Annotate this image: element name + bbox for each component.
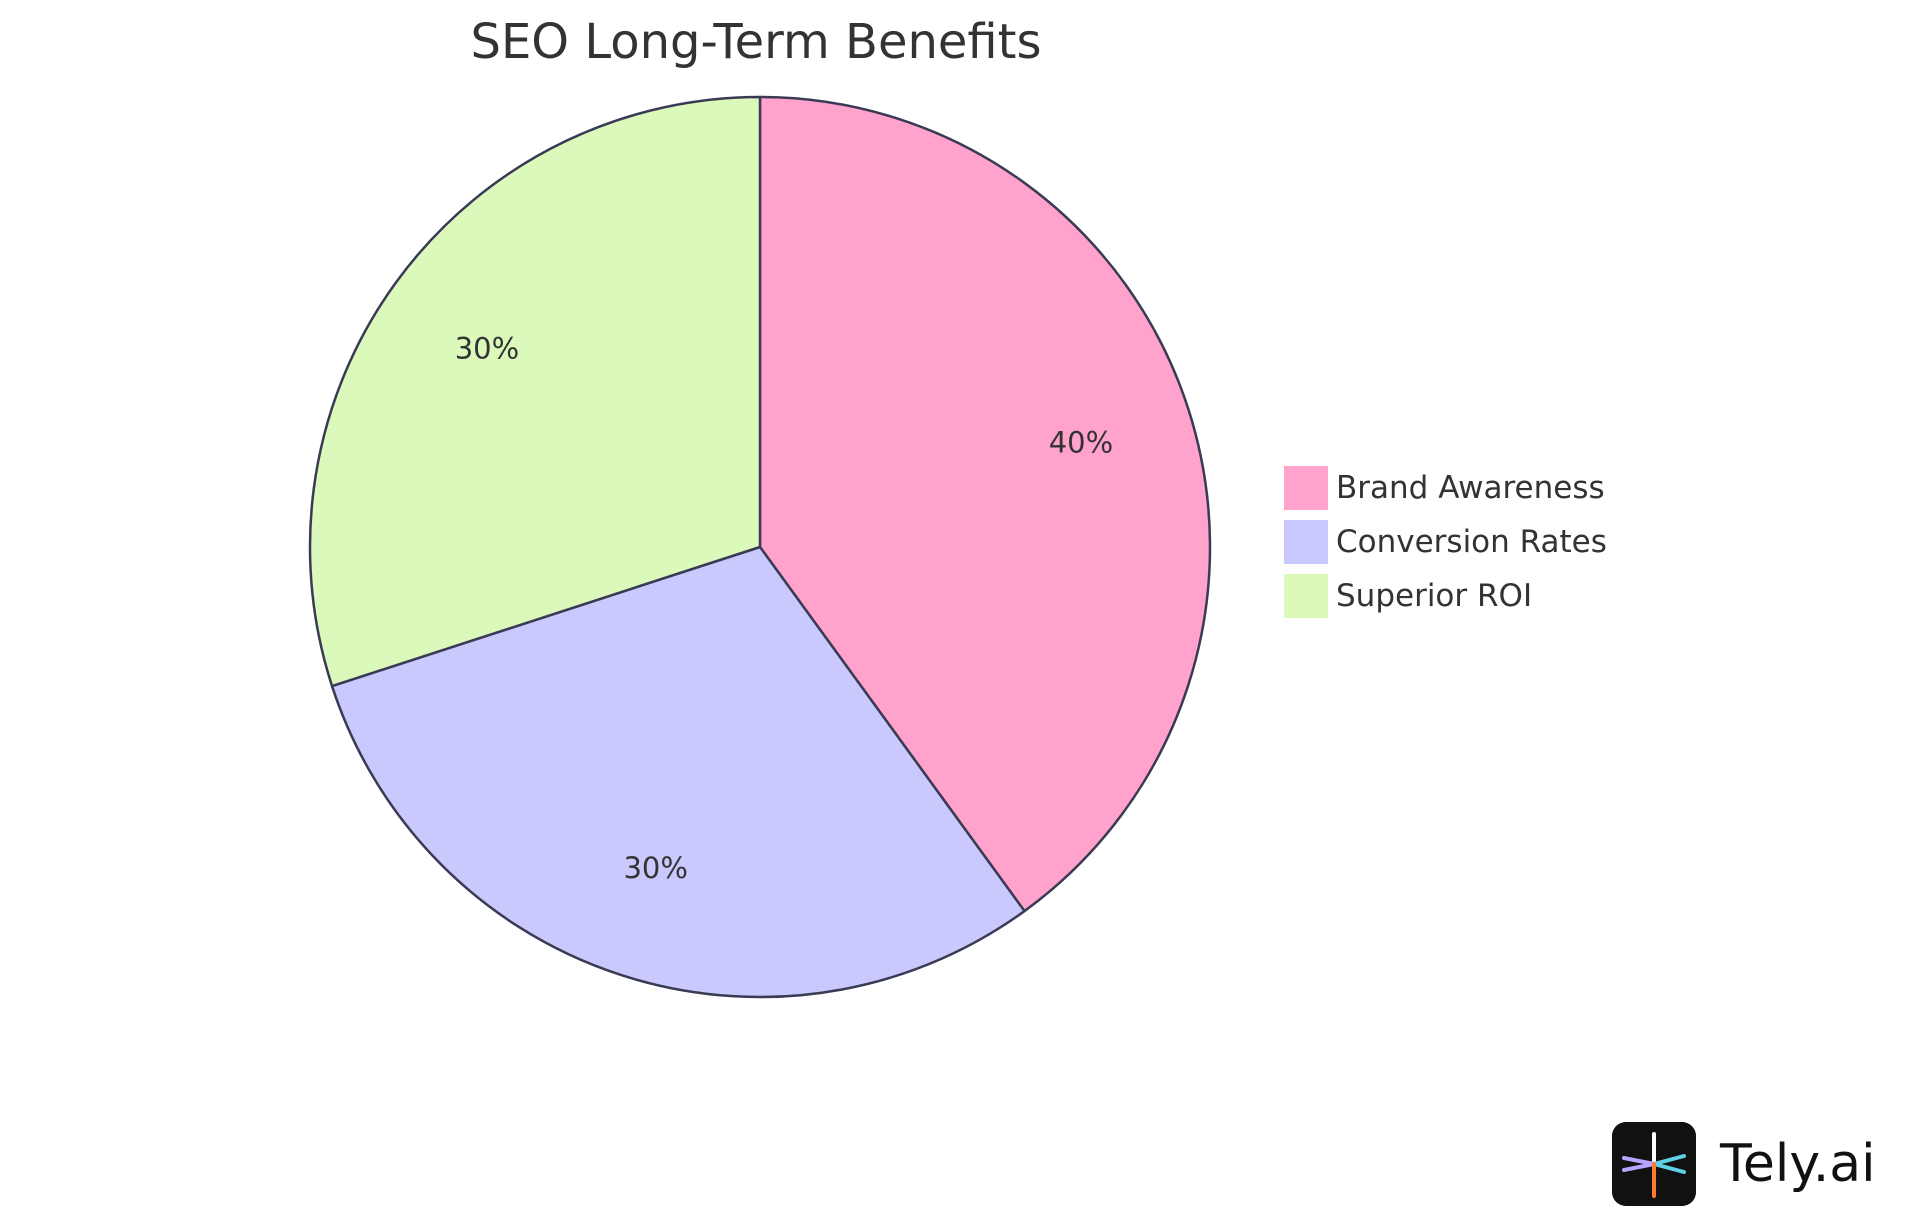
pie-slice-conversion-rates bbox=[330, 545, 1026, 999]
slice-label-conversion-rates: 30% bbox=[623, 851, 687, 885]
brand-name: Tely.ai bbox=[1720, 1134, 1876, 1194]
legend-label-superior-roi: Superior ROI bbox=[1336, 578, 1532, 614]
brand-watermark: Tely.ai bbox=[1612, 1122, 1876, 1206]
legend-swatch-brand-awareness bbox=[1284, 466, 1328, 510]
legend-label-conversion-rates: Conversion Rates bbox=[1336, 524, 1607, 560]
legend-label-brand-awareness: Brand Awareness bbox=[1336, 470, 1605, 506]
slice-label-superior-roi: 30% bbox=[455, 332, 519, 366]
chart-title: SEO Long-Term Benefits bbox=[471, 14, 1042, 70]
pie-slices bbox=[308, 95, 1212, 999]
legend: Brand Awareness Conversion Rates Superior … bbox=[1284, 466, 1607, 618]
pie-slice-labels: 40% 30% 30% bbox=[455, 332, 1113, 885]
legend-swatch-superior-roi bbox=[1284, 574, 1328, 618]
pie-slice-superior-roi bbox=[308, 95, 762, 688]
pie-slice-brand-awareness bbox=[758, 95, 1212, 913]
slice-label-brand-awareness: 40% bbox=[1049, 426, 1113, 460]
tely-logo-icon bbox=[1612, 1122, 1696, 1206]
legend-swatch-conversion-rates bbox=[1284, 520, 1328, 564]
